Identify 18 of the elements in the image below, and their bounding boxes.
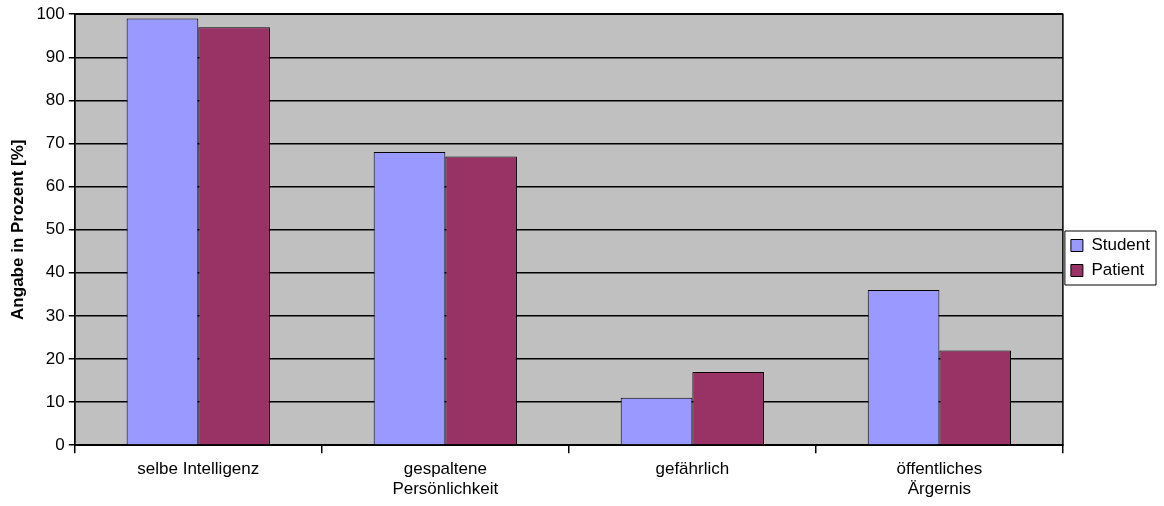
y-tick-label: 30 <box>45 305 65 325</box>
y-tick-label: 100 <box>36 3 65 23</box>
y-tick-label: 20 <box>45 348 65 368</box>
x-tick-label: gefährlich <box>655 459 730 479</box>
x-tick-label: selbe Intelligenz <box>137 459 260 479</box>
y-tick-label: 10 <box>45 391 65 411</box>
y-axis-title: Angabe in Prozent [%] <box>7 139 27 320</box>
x-tick-label: gespaltene Persönlichkeit <box>392 459 499 499</box>
y-tick-label: 60 <box>45 176 65 196</box>
legend-label: Patient <box>1091 260 1145 280</box>
legend-label: Student <box>1091 235 1151 255</box>
y-tick-label: 90 <box>45 46 65 66</box>
y-tick-label: 80 <box>45 90 65 110</box>
y-tick-label: 70 <box>45 133 65 153</box>
y-tick-label: 50 <box>45 219 65 239</box>
y-tick-label: 40 <box>45 262 65 282</box>
x-tick-label: öffentliches Ärgernis <box>896 459 983 499</box>
y-tick-label: 0 <box>55 434 65 454</box>
